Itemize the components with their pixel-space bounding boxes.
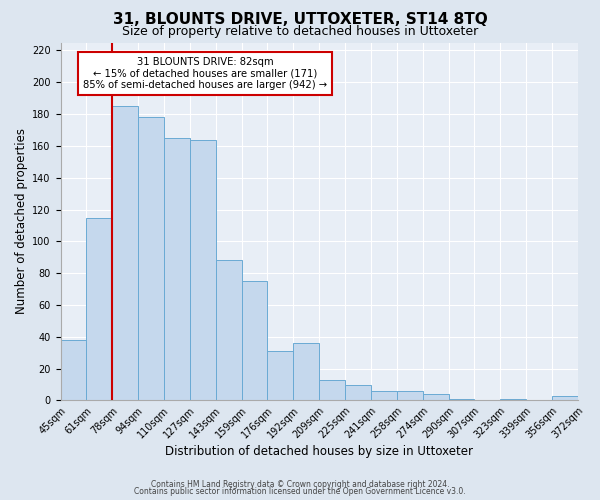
Text: Contains HM Land Registry data © Crown copyright and database right 2024.: Contains HM Land Registry data © Crown c… — [151, 480, 449, 489]
Bar — [423, 394, 449, 400]
Bar — [61, 340, 86, 400]
Bar — [268, 351, 293, 401]
Bar — [293, 343, 319, 400]
X-axis label: Distribution of detached houses by size in Uttoxeter: Distribution of detached houses by size … — [165, 444, 473, 458]
Bar — [242, 281, 268, 400]
Y-axis label: Number of detached properties: Number of detached properties — [15, 128, 28, 314]
Bar — [112, 106, 138, 401]
Bar — [138, 118, 164, 401]
Bar — [500, 399, 526, 400]
Bar — [552, 396, 578, 400]
Bar — [319, 380, 345, 400]
Bar — [345, 384, 371, 400]
Bar — [449, 399, 475, 400]
Bar — [397, 391, 423, 400]
Bar — [164, 138, 190, 400]
Text: Contains public sector information licensed under the Open Government Licence v3: Contains public sector information licen… — [134, 488, 466, 496]
Text: 31, BLOUNTS DRIVE, UTTOXETER, ST14 8TQ: 31, BLOUNTS DRIVE, UTTOXETER, ST14 8TQ — [113, 12, 487, 28]
Bar — [86, 218, 112, 400]
Bar — [216, 260, 242, 400]
Text: 31 BLOUNTS DRIVE: 82sqm
← 15% of detached houses are smaller (171)
85% of semi-d: 31 BLOUNTS DRIVE: 82sqm ← 15% of detache… — [83, 57, 328, 90]
Text: Size of property relative to detached houses in Uttoxeter: Size of property relative to detached ho… — [122, 25, 478, 38]
Bar — [371, 391, 397, 400]
Bar — [190, 140, 216, 400]
